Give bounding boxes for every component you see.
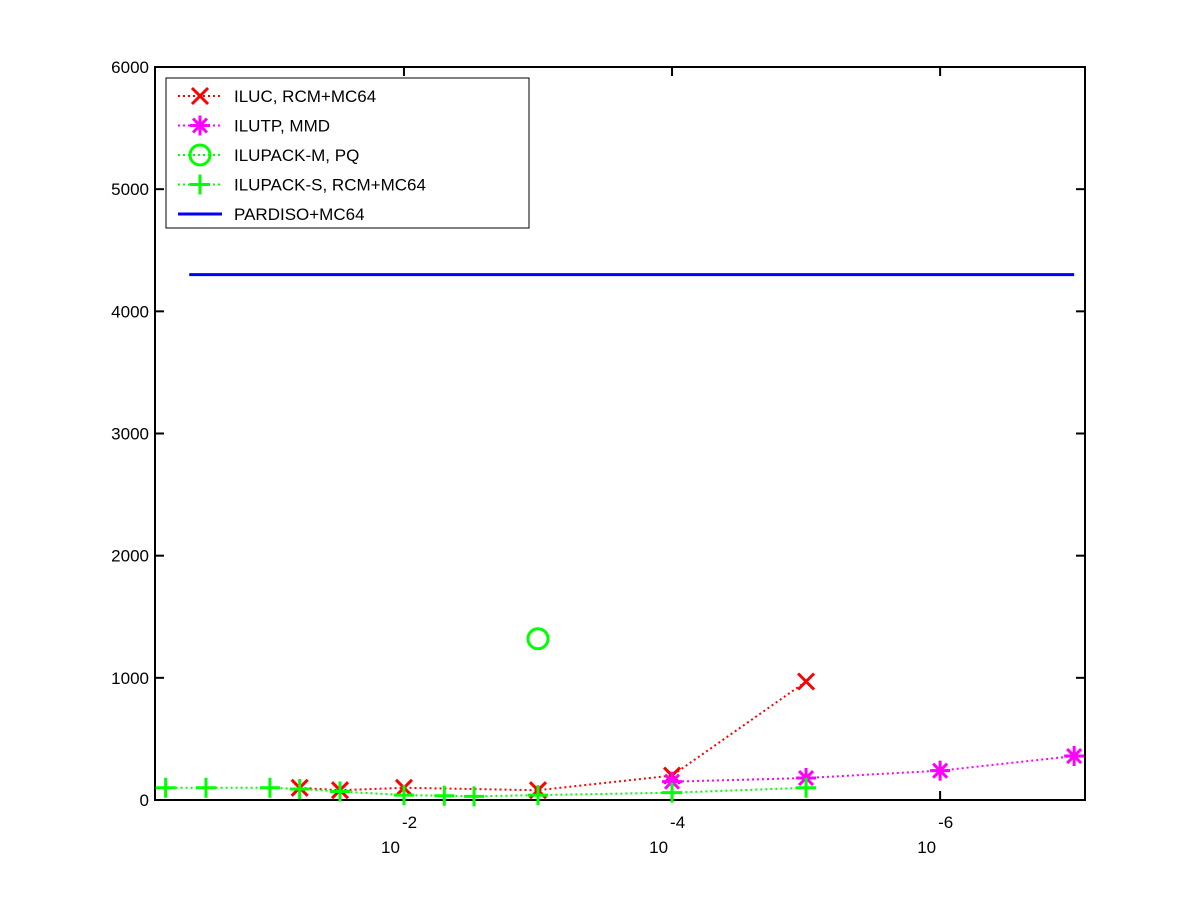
marker-stroke <box>191 117 209 134</box>
marker <box>796 777 817 798</box>
marker <box>190 115 210 136</box>
y-tick-label: 5000 <box>111 180 149 199</box>
marker <box>797 672 816 691</box>
marker <box>195 777 216 798</box>
y-tick-label: 1000 <box>111 669 149 688</box>
series-line <box>672 755 1075 783</box>
marker-stroke <box>188 143 212 167</box>
marker <box>259 777 280 798</box>
x-tick-label: 10 <box>649 838 668 857</box>
series-line <box>299 680 807 792</box>
x-tick-exponent: -4 <box>670 813 685 832</box>
legend-label: PARDISO+MC64 <box>234 205 365 224</box>
marker <box>526 627 550 651</box>
y-tick-label: 6000 <box>111 58 149 77</box>
legend-box <box>165 77 530 229</box>
y-tick-label: 2000 <box>111 547 149 566</box>
marker-stroke <box>190 86 210 106</box>
legend-label: ILUPACK-S, RCM+MC64 <box>234 176 426 195</box>
y-tick-label: 0 <box>140 791 149 810</box>
marker <box>190 174 210 195</box>
x-tick-exponent: -6 <box>938 813 953 832</box>
x-tick-label: 10 <box>381 838 400 857</box>
marker-stroke <box>932 762 949 779</box>
marker-stroke <box>526 627 550 651</box>
marker <box>434 785 455 806</box>
marker <box>155 777 176 798</box>
marker <box>330 781 351 802</box>
x-tick-label: 10 <box>917 838 936 857</box>
marker-stroke <box>663 773 681 790</box>
x-tick-exponent: -2 <box>402 813 417 832</box>
marker <box>188 143 212 167</box>
marker-stroke <box>1066 747 1083 765</box>
legend-label: ILUC, RCM+MC64 <box>234 87 376 106</box>
legend-label: ILUTP, MMD <box>234 117 330 136</box>
marker <box>930 760 951 781</box>
marker-stroke <box>797 672 816 691</box>
marker <box>662 782 683 803</box>
marker <box>527 785 548 806</box>
marker <box>289 779 310 800</box>
marker <box>190 86 210 106</box>
y-tick-label: 3000 <box>111 425 149 444</box>
marker <box>1064 746 1085 767</box>
y-tick-label: 4000 <box>111 302 149 321</box>
legend-label: ILUPACK-M, PQ <box>234 146 359 165</box>
marker <box>393 785 414 806</box>
marker <box>464 786 485 807</box>
